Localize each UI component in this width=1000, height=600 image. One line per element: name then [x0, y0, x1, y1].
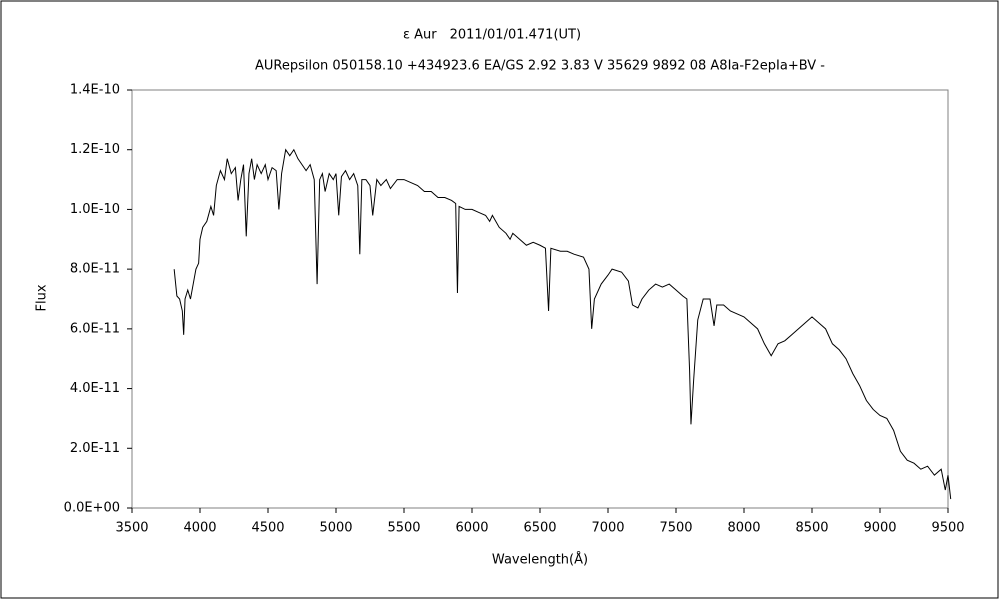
y-tick-label: 1.4E-10: [70, 83, 120, 98]
y-tick-label: 1.2E-10: [70, 142, 120, 157]
y-axis-label: Flux: [35, 284, 50, 311]
x-tick-label: 7500: [659, 521, 692, 536]
chart-title: ε Aur 2011/01/01.471(UT): [403, 28, 581, 43]
y-tick-label: 2.0E-11: [70, 441, 120, 456]
x-tick-label: 5000: [319, 521, 352, 536]
x-tick-label: 6000: [455, 521, 488, 536]
x-tick-label: 9000: [863, 521, 896, 536]
x-tick-label: 8500: [795, 521, 828, 536]
x-tick-label: 4500: [251, 521, 284, 536]
y-tick-label: 6.0E-11: [70, 321, 120, 336]
x-tick-label: 9500: [931, 521, 964, 536]
y-tick-label: 4.0E-11: [70, 381, 120, 396]
x-tick-label: 4000: [183, 521, 216, 536]
chart-subtitle: AURepsilon 050158.10 +434923.6 EA/GS 2.9…: [255, 59, 825, 74]
x-tick-label: 5500: [387, 521, 420, 536]
y-tick-label: 8.0E-11: [70, 262, 120, 277]
y-tick-label: 1.0E-10: [70, 202, 120, 217]
plot-area: [131, 89, 949, 509]
x-tick-label: 3500: [115, 521, 148, 536]
x-axis-label: Wavelength(Å): [492, 552, 588, 568]
x-tick-label: 6500: [523, 521, 556, 536]
spectrum-line: [173, 148, 952, 500]
y-tick-label: 0.0E+00: [64, 501, 120, 516]
x-tick-label: 8000: [727, 521, 760, 536]
x-tick-label: 7000: [591, 521, 624, 536]
